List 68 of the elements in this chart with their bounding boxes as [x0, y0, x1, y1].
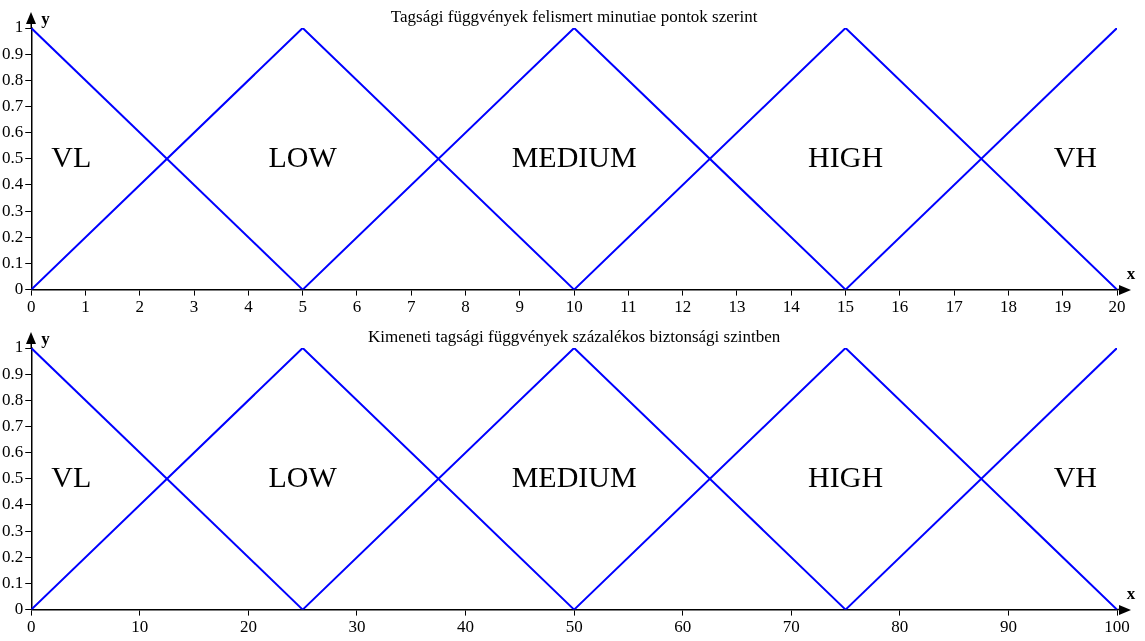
y-tick-label: 0 [14, 279, 24, 299]
x-tick-label: 5 [298, 297, 307, 317]
y-tick-label: 0 [14, 599, 24, 619]
y-tick-label: 1 [14, 17, 24, 37]
y-tick-label: 0.4 [2, 174, 24, 194]
x-tick-label: 30 [348, 617, 366, 637]
series-label: VL [51, 459, 92, 493]
series-label: HIGH [808, 139, 884, 173]
y-tick-label: 0.2 [2, 546, 24, 566]
x-tick-label: 80 [891, 617, 909, 637]
y-tick-label: 0.4 [2, 494, 24, 514]
x-tick-label: 16 [891, 297, 909, 317]
series-label: VL [51, 139, 92, 173]
y-tick-label: 0.5 [2, 148, 24, 168]
x-tick-label: 13 [728, 297, 746, 317]
x-tick-label: 15 [837, 297, 855, 317]
x-tick-label: 14 [782, 297, 801, 317]
series-label: MEDIUM [511, 459, 637, 493]
y-tick-label: 0.5 [2, 468, 24, 488]
x-tick-label: 20 [239, 617, 257, 637]
y-tick-label: 0.7 [2, 415, 24, 435]
y-tick-label: 0.9 [2, 43, 24, 63]
y-tick-label: 0.8 [2, 389, 24, 409]
x-tick-label: 2 [135, 297, 145, 317]
y-tick-label: 0.3 [2, 200, 24, 220]
series-label: VH [1053, 139, 1097, 173]
x-tick-label: 11 [620, 297, 637, 317]
x-tick-label: 1 [81, 297, 90, 317]
series-label: MEDIUM [511, 139, 637, 173]
x-tick-label: 70 [782, 617, 800, 637]
x-tick-label: 18 [999, 297, 1017, 317]
series-label: HIGH [808, 459, 884, 493]
series-label: LOW [268, 459, 338, 493]
chart-title: Tagsági függvények felismert minutiae pontok szerint [390, 6, 758, 26]
x-tick-label: 10 [565, 297, 583, 317]
y-tick-label: 0.1 [2, 572, 24, 592]
x-axis-title: x [1126, 584, 1136, 604]
y-tick-label: 1 [14, 337, 24, 357]
x-tick-label: 100 [1104, 617, 1130, 637]
x-axis-title: x [1126, 264, 1136, 284]
y-tick-label: 0.9 [2, 363, 24, 383]
series-label: LOW [268, 139, 338, 173]
x-tick-label: 19 [1054, 297, 1072, 317]
x-tick-label: 9 [515, 297, 525, 317]
x-tick-label: 20 [1108, 297, 1126, 317]
series-label: VH [1053, 459, 1097, 493]
y-tick-label: 0.2 [2, 226, 24, 246]
x-tick-label: 8 [461, 297, 470, 317]
x-tick-label: 3 [189, 297, 199, 317]
chart-title: Kimeneti tagsági függvények százalékos biztonsági szintben [368, 326, 781, 346]
x-tick-label: 10 [131, 617, 149, 637]
y-axis-title: y [41, 329, 51, 349]
x-tick-label: 90 [999, 617, 1017, 637]
y-tick-label: 0.6 [2, 122, 24, 142]
y-tick-label: 0.6 [2, 442, 24, 462]
x-tick-label: 40 [457, 617, 475, 637]
y-tick-label: 0.3 [2, 520, 24, 540]
y-tick-label: 0.1 [2, 252, 24, 272]
x-tick-label: 6 [352, 297, 362, 317]
y-tick-label: 0.7 [2, 95, 24, 115]
y-axis-title: y [41, 9, 51, 29]
x-tick-label: 7 [407, 297, 417, 317]
y-tick-label: 0.8 [2, 69, 24, 89]
x-tick-label: 12 [674, 297, 692, 317]
x-tick-label: 60 [674, 617, 692, 637]
x-tick-label: 50 [565, 617, 583, 637]
x-tick-label: 17 [945, 297, 964, 317]
x-tick-label: 4 [244, 297, 254, 317]
